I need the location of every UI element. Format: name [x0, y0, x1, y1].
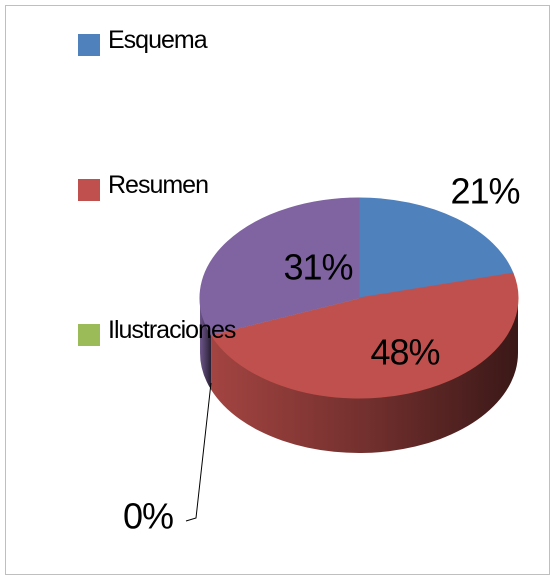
legend-swatch — [78, 34, 100, 56]
slice-side — [211, 298, 519, 453]
legend-item: Ilustraciones — [78, 316, 248, 356]
slice-side — [200, 298, 212, 390]
legend-label: Ilustraciones — [108, 316, 236, 344]
legend-swatch — [78, 179, 100, 201]
legend-swatch — [78, 324, 100, 346]
legend-label: Resumen — [108, 171, 209, 199]
slice — [210, 272, 519, 399]
legend-item: Resumen — [78, 171, 248, 211]
legend-label: Esquema — [108, 26, 208, 54]
data-label: 31% — [283, 247, 352, 288]
data-label: 48% — [370, 332, 439, 373]
leader-line — [185, 382, 212, 522]
data-label: 21% — [450, 171, 519, 212]
slice — [358, 197, 514, 299]
legend-item: Esquema — [78, 26, 248, 66]
chart-frame — [5, 5, 550, 575]
slice — [199, 197, 360, 336]
data-label: 0% — [123, 496, 173, 537]
